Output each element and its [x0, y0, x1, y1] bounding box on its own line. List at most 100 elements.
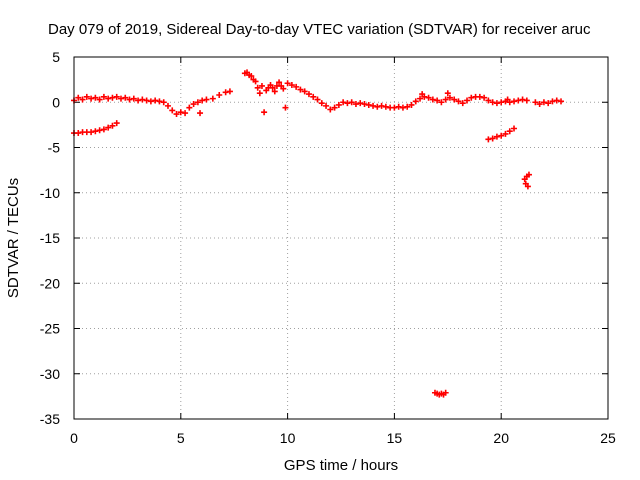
- data-point: [519, 96, 526, 103]
- data-point: [455, 98, 462, 105]
- data-point: [417, 95, 424, 102]
- data-point: [109, 122, 116, 129]
- axis-ticks: 0 5 10 15 20 25 5 0 -5 -10 -15 -20 -25 -30 -35: [40, 49, 616, 446]
- series-lower-band-early: [71, 120, 120, 137]
- data-point: [370, 102, 377, 109]
- data-point: [532, 99, 539, 106]
- data-point: [284, 80, 291, 87]
- data-point: [493, 100, 500, 107]
- y-tick-label: -30: [40, 366, 60, 382]
- x-tick-label: 15: [387, 430, 403, 446]
- data-point: [502, 130, 509, 137]
- data-point: [391, 104, 398, 111]
- data-point: [408, 101, 415, 108]
- data-point: [459, 100, 466, 107]
- data-point: [288, 82, 295, 89]
- data-point: [485, 97, 492, 104]
- data-point: [412, 98, 419, 105]
- data-point: [382, 103, 389, 110]
- data-point: [147, 98, 154, 105]
- data-point: [209, 95, 216, 102]
- data-point: [226, 88, 233, 95]
- data-point: [558, 98, 565, 105]
- data-point: [536, 101, 543, 108]
- data-point: [476, 93, 483, 100]
- data-point: [327, 106, 334, 113]
- series-main-band: [71, 69, 565, 118]
- data-point: [271, 88, 278, 95]
- data-point: [126, 96, 133, 103]
- x-tick-label: 5: [177, 430, 185, 446]
- y-tick-label: -25: [40, 321, 60, 337]
- y-tick-label: -5: [48, 140, 61, 156]
- data-point: [216, 92, 223, 99]
- data-point: [113, 93, 120, 100]
- data-point: [446, 94, 453, 101]
- data-point: [515, 97, 522, 104]
- data-point: [297, 86, 304, 93]
- data-point: [498, 99, 505, 106]
- data-point: [256, 90, 263, 97]
- data-point: [139, 96, 146, 103]
- data-point: [261, 109, 268, 116]
- data-point: [113, 120, 120, 127]
- data-point: [122, 94, 129, 101]
- data-point: [160, 99, 167, 106]
- data-point: [395, 103, 402, 110]
- data-point: [331, 104, 338, 111]
- data-point: [152, 97, 159, 104]
- data-point: [280, 85, 287, 92]
- data-points: [71, 69, 565, 398]
- data-point: [540, 99, 547, 106]
- data-point: [88, 95, 95, 102]
- data-point: [344, 100, 351, 107]
- data-point: [419, 91, 426, 98]
- y-tick-label: -10: [40, 185, 60, 201]
- data-point: [318, 100, 325, 107]
- data-point: [310, 93, 317, 100]
- data-point: [399, 104, 406, 111]
- data-point: [100, 126, 107, 133]
- data-point: [96, 127, 103, 134]
- grid: [74, 57, 608, 419]
- data-point: [164, 102, 171, 109]
- data-point: [75, 94, 82, 101]
- data-point: [361, 101, 368, 108]
- data-point: [335, 101, 342, 108]
- y-tick-label: -35: [40, 411, 60, 427]
- y-tick-label: -20: [40, 275, 60, 291]
- data-point: [323, 102, 330, 109]
- series-lower-band-late: [485, 125, 518, 143]
- data-point: [489, 99, 496, 106]
- data-point: [248, 73, 255, 80]
- data-point: [197, 110, 204, 117]
- data-point: [88, 129, 95, 136]
- data-point: [203, 96, 210, 103]
- series-outliers: [197, 90, 532, 398]
- data-point: [96, 96, 103, 103]
- data-point: [434, 97, 441, 104]
- data-point: [365, 101, 372, 108]
- data-point: [186, 104, 193, 111]
- data-point: [254, 84, 261, 91]
- data-point: [545, 100, 552, 107]
- data-point: [143, 97, 150, 104]
- data-point: [177, 109, 184, 116]
- data-point: [305, 91, 312, 98]
- data-point: [404, 103, 411, 110]
- data-point: [489, 135, 496, 142]
- data-point: [117, 95, 124, 102]
- data-point: [156, 98, 163, 105]
- data-point: [525, 171, 532, 178]
- data-point: [199, 97, 206, 104]
- data-point: [75, 130, 82, 137]
- x-tick-label: 10: [280, 430, 296, 446]
- data-point: [222, 89, 229, 96]
- data-point: [511, 98, 518, 105]
- x-axis-title: GPS time / hours: [284, 457, 398, 474]
- data-point: [109, 94, 116, 101]
- data-point: [425, 94, 432, 101]
- data-point: [378, 102, 385, 109]
- data-point: [451, 96, 458, 103]
- data-point: [252, 78, 259, 85]
